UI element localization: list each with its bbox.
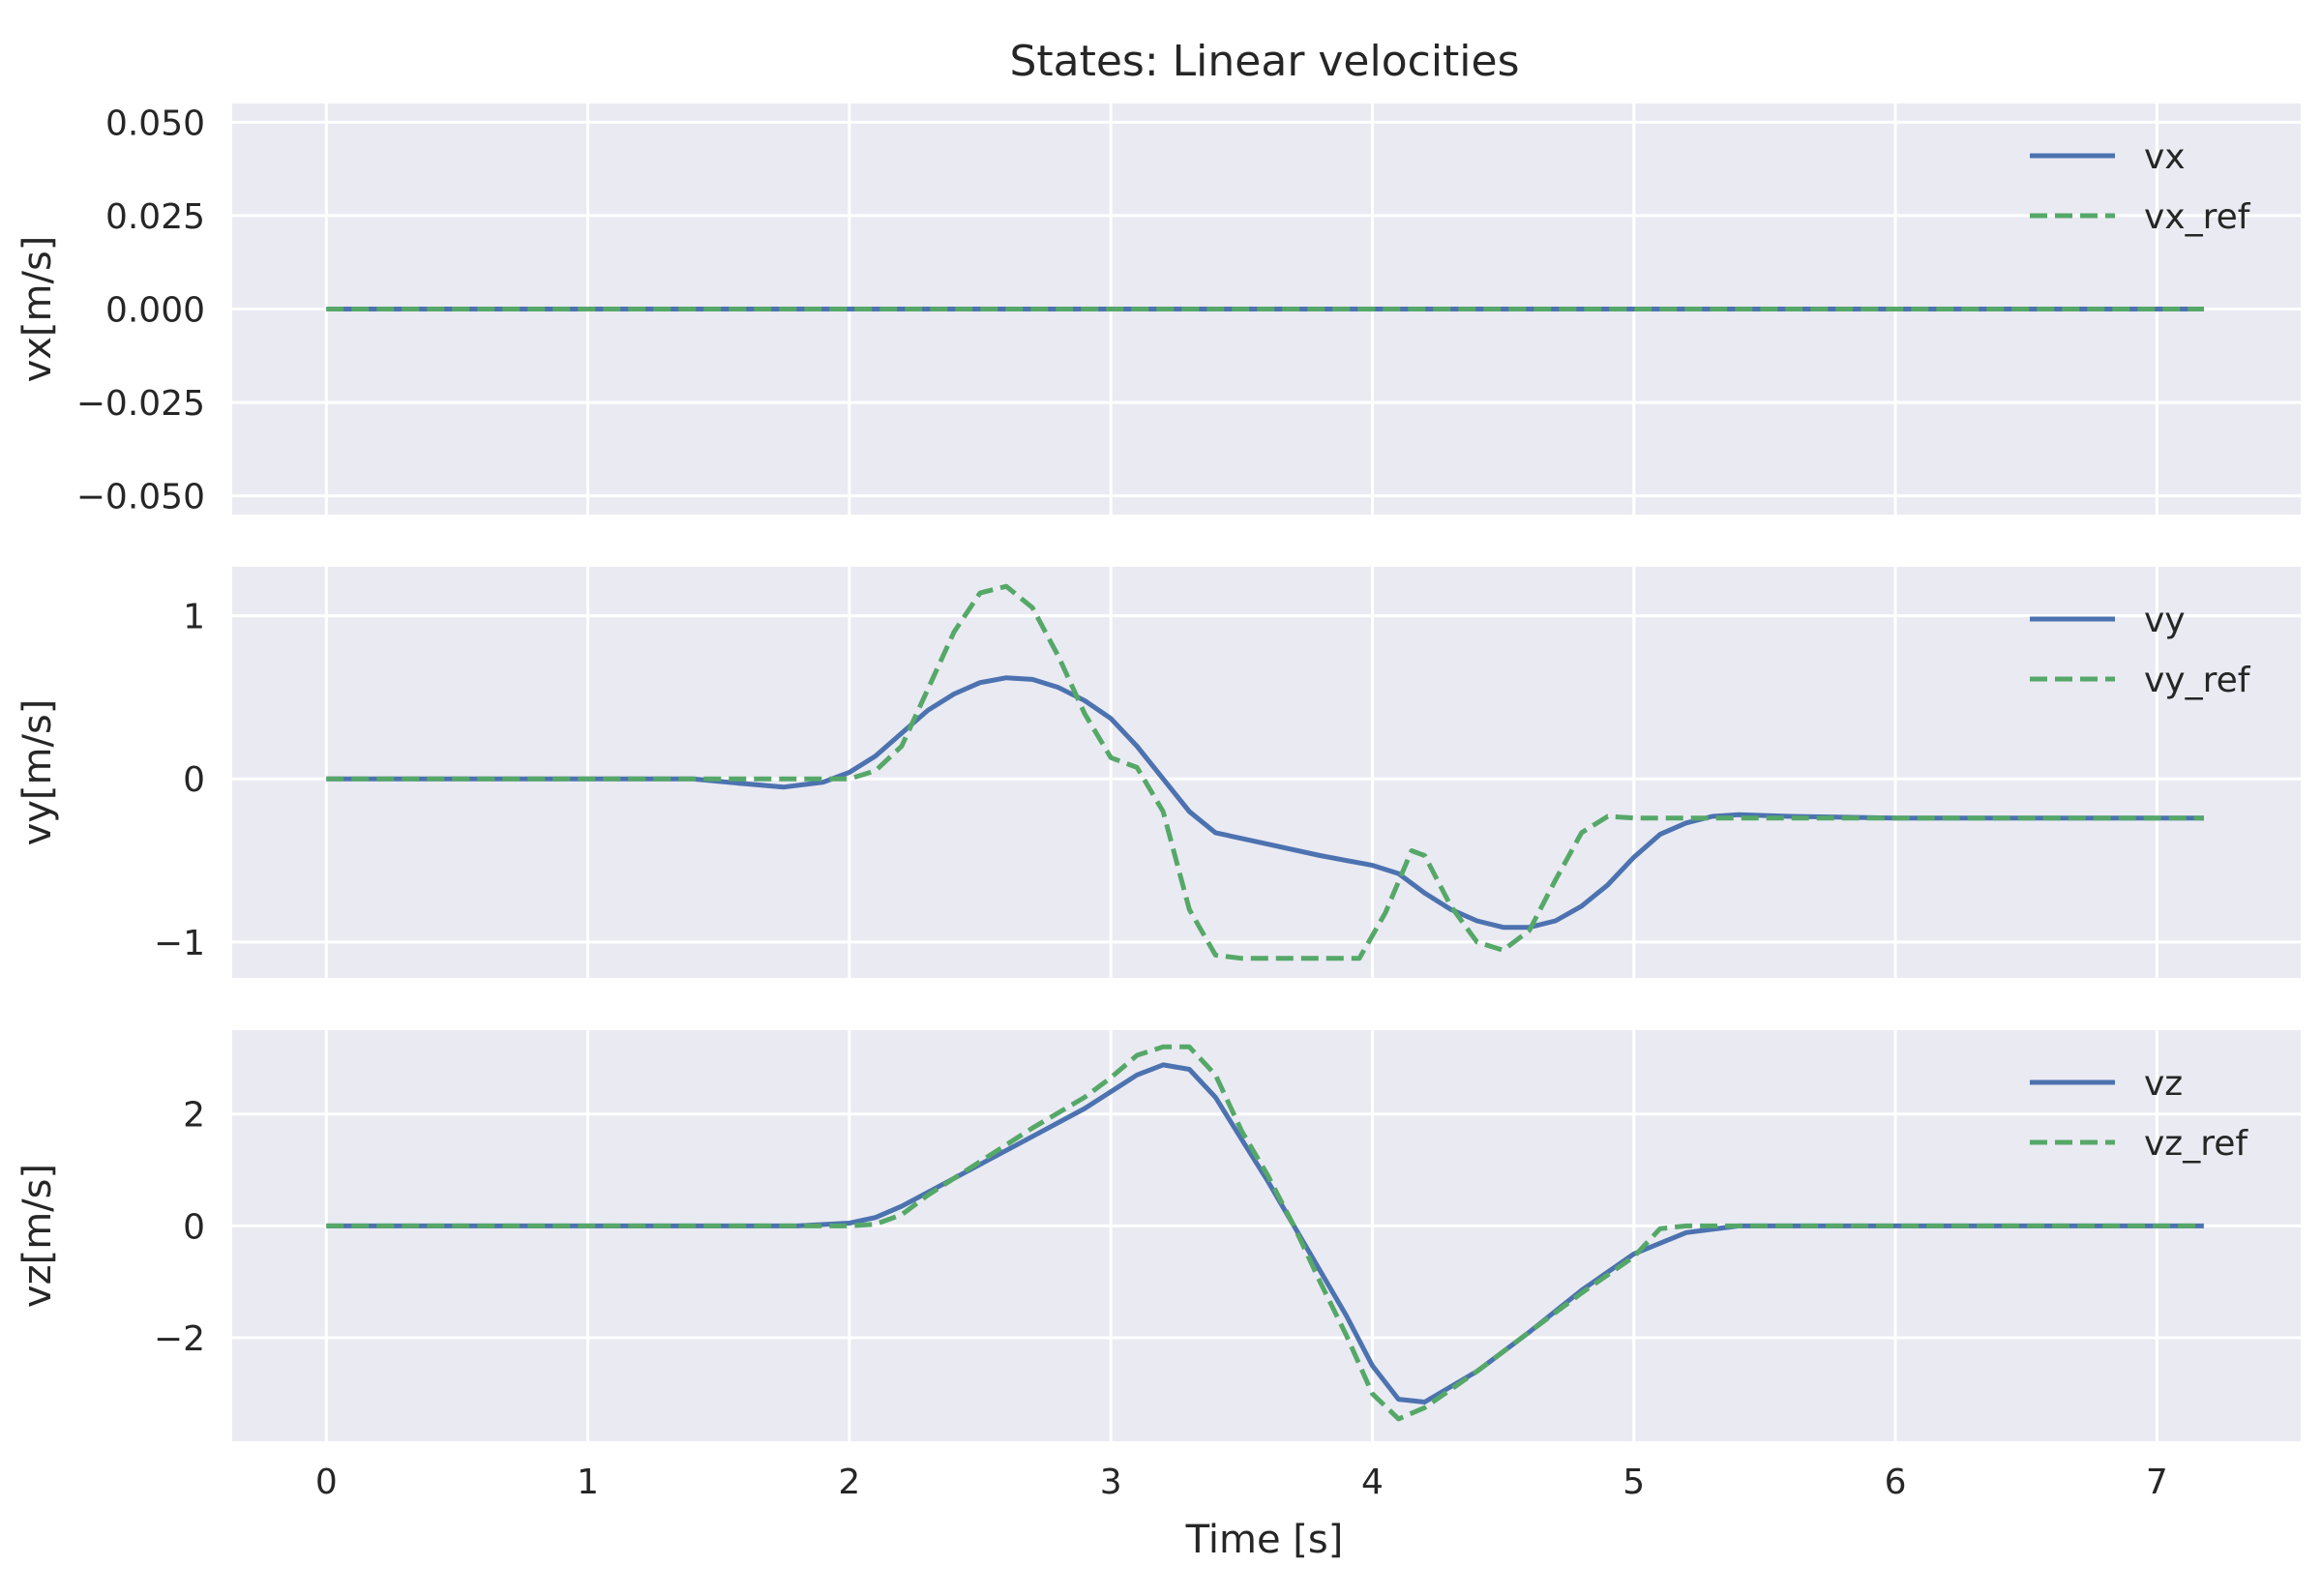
y-tick-label: 0.025 — [105, 197, 205, 237]
chart-title: States: Linear velocities — [1009, 37, 1519, 86]
legend-label-vz: vz — [2144, 1064, 2183, 1104]
y-axis-label: vx[m/s] — [15, 236, 60, 383]
x-tick-label: 2 — [838, 1463, 860, 1502]
legend-label-vx: vx — [2144, 137, 2186, 177]
subplot-2: 2 0 −2 0 1 2 3 4 5 6 7 vz[m/s] vz vz_ref — [15, 1030, 2301, 1502]
y-tick-label: 2 — [183, 1096, 205, 1136]
series-line-vz_ref — [326, 1044, 2204, 1422]
y-tick-label: 0 — [183, 1207, 205, 1247]
legend-label-vx_ref: vx_ref — [2144, 197, 2251, 237]
x-axis-label: Time [s] — [1185, 1518, 1344, 1562]
y-tick-label: −2 — [154, 1319, 205, 1359]
y-tick-label: 0.000 — [105, 291, 205, 331]
x-tick-label: 5 — [1622, 1463, 1645, 1502]
y-axis-label: vy[m/s] — [15, 699, 60, 846]
x-tick-label: 4 — [1361, 1463, 1384, 1502]
legend-label-vy_ref: vy_ref — [2144, 661, 2251, 700]
subplots: 0.050 0.025 0.000 −0.025 −0.050 vx[m/s] vx vx_r… — [15, 103, 2301, 1502]
y-tick-label: −1 — [154, 924, 205, 963]
subplot-1: 1 0 −1 vy[m/s] vy vy_ref — [15, 567, 2301, 978]
series-line-vy — [326, 675, 2204, 931]
y-tick-label: 0.050 — [105, 103, 205, 143]
y-tick-label: −0.025 — [76, 384, 205, 424]
y-tick-label: 1 — [183, 598, 205, 637]
y-axis-label: vz[m/s] — [15, 1164, 60, 1308]
series-line-vz — [326, 1062, 2204, 1404]
x-tick-label: 1 — [577, 1463, 599, 1502]
legend-label-vz_ref: vz_ref — [2144, 1124, 2248, 1164]
legend-label-vy: vy — [2144, 601, 2186, 640]
plot-background — [232, 1030, 2301, 1441]
x-tick-label: 6 — [1885, 1463, 1907, 1502]
y-tick-label: −0.050 — [76, 478, 205, 517]
series-line-vy_ref — [326, 583, 2204, 961]
x-tick-label: 0 — [315, 1463, 338, 1502]
x-tick-label: 3 — [1100, 1463, 1122, 1502]
subplot-0: 0.050 0.025 0.000 −0.025 −0.050 vx[m/s] vx vx_r… — [15, 103, 2301, 517]
y-tick-label: 0 — [183, 760, 205, 800]
x-tick-label: 7 — [2146, 1463, 2168, 1502]
plot-background — [232, 567, 2301, 978]
